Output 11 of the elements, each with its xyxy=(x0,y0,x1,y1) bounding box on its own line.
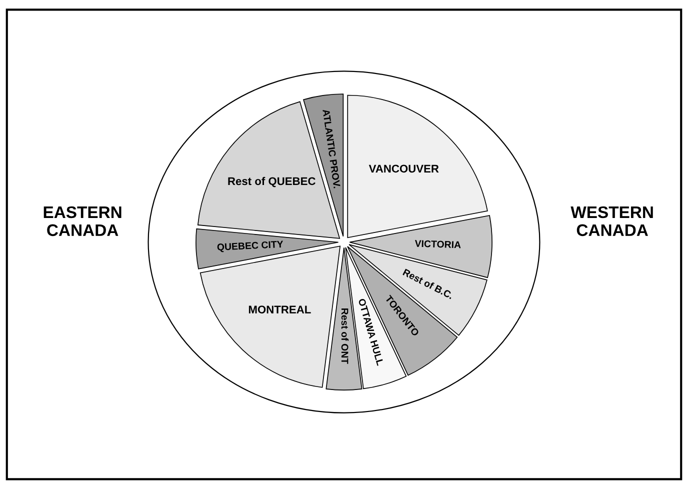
slice-label: Rest of ONT xyxy=(341,308,349,364)
slice-label: VICTORIA xyxy=(414,240,461,248)
slice-label: ATLANTIC PROV. xyxy=(322,109,341,188)
slice-label: Rest of QUEBEC xyxy=(228,176,316,188)
text: EASTERN CANADA xyxy=(44,206,122,236)
slice-label: QUEBEC CITY xyxy=(217,240,284,252)
slice-label: OTTAWA HULL xyxy=(358,298,384,366)
slice-label: VANCOUVER xyxy=(368,164,439,173)
slice-label: MONTREAL xyxy=(248,306,311,314)
slice-label: Rest of B.C. xyxy=(402,268,454,300)
text: WESTERN CANADA xyxy=(570,206,653,236)
